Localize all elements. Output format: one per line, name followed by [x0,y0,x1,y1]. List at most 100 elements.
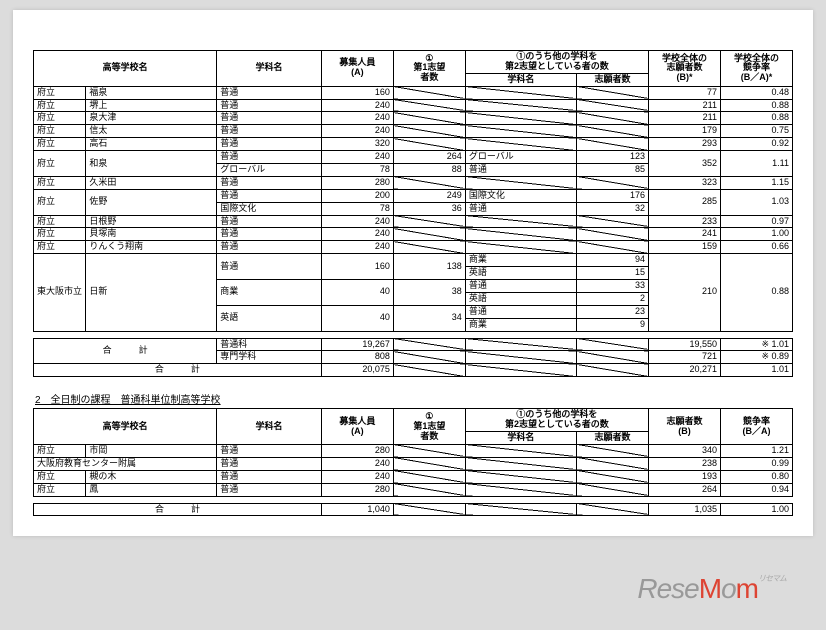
school-name: 堺上 [86,99,217,112]
diagonal-cell [393,457,465,470]
diagonal-cell [577,470,649,483]
school-prefix: 府立 [34,125,86,138]
diagonal-cell [465,470,576,483]
first-choice: 249 [393,189,465,202]
school-name: 日根野 [86,215,217,228]
header-dept-name: 学科名 [217,51,322,87]
header2-second-applicants: 志願者数 [577,432,649,445]
watermark-logo: ReseMomリセマム [637,573,786,605]
dept-name: 普通 [217,457,322,470]
dept-name: 普通 [217,176,322,189]
school-prefix: 府立 [34,444,86,457]
diagonal-cell [465,457,576,470]
table-row: 府立槻の木普通2401930.80 [34,470,793,483]
total-applicants: 211 [649,99,721,112]
school-prefix: 府立 [34,228,86,241]
dept-name: 英語 [217,305,322,331]
diagonal-cell [465,125,576,138]
capacity: 240 [321,215,393,228]
second-app: 85 [577,164,649,177]
second-app: 33 [577,280,649,293]
second-dept: 国際文化 [465,189,576,202]
header2-ratio: 競争率(B／A) [720,409,792,445]
total-applicants: 285 [649,189,721,215]
school-prefix: 府立 [34,470,86,483]
diagonal-cell [465,215,576,228]
table-row: 府立日根野普通2402330.97 [34,215,793,228]
total-applicants: 293 [649,138,721,151]
school-prefix: 府立 [34,151,86,177]
second-app: 2 [577,292,649,305]
ratio: 1.21 [720,444,792,457]
main-application-table: 高等学校名 学科名 募集人員(A) ①第1志望者数 ①のうち他の学科を第2志望と… [33,50,793,332]
header2-second-dept: 学科名 [465,432,576,445]
school-name: 和泉 [86,151,217,177]
dept-name: 普通科 [217,338,322,351]
diagonal-cell [393,125,465,138]
total-applicants: 179 [649,125,721,138]
total-applicants: 77 [649,86,721,99]
capacity: 240 [321,125,393,138]
second-app: 23 [577,305,649,318]
school-name: 大阪府教育センター附属 [34,457,217,470]
diagonal-cell [393,351,465,364]
school-name: 高石 [86,138,217,151]
diagonal-cell [393,503,465,516]
capacity: 240 [321,228,393,241]
diagonal-cell [393,483,465,496]
capacity: 20,075 [321,364,393,377]
second-app: 176 [577,189,649,202]
ratio: 0.88 [720,99,792,112]
second-dept: 商業 [465,318,576,331]
school-prefix: 府立 [34,99,86,112]
total-applicants: 159 [649,241,721,254]
diagonal-cell [577,228,649,241]
diagonal-cell [393,241,465,254]
diagonal-cell [393,99,465,112]
dept-name: 普通 [217,151,322,164]
first-choice: 38 [393,280,465,306]
grand-total-label: 合 計 [34,503,322,516]
school-name: 久米田 [86,176,217,189]
dept-name: 普通 [217,254,322,280]
total-applicants: 210 [649,254,721,331]
totals-table-2: 合 計1,0401,0351.00 [33,503,793,517]
diagonal-cell [393,215,465,228]
total-applicants: 20,271 [649,364,721,377]
diagonal-cell [577,338,649,351]
ratio: 1.11 [720,151,792,177]
school-name: 鳳 [86,483,217,496]
total-applicants: 721 [649,351,721,364]
capacity: 19,267 [321,338,393,351]
capacity: 240 [321,112,393,125]
dept-name: 普通 [217,241,322,254]
dept-name: 普通 [217,99,322,112]
school-name: 泉大津 [86,112,217,125]
table-row: 府立信太普通2401790.75 [34,125,793,138]
table-row: 府立久米田普通2803231.15 [34,176,793,189]
second-app: 32 [577,202,649,215]
diagonal-cell [393,112,465,125]
first-choice: 138 [393,254,465,280]
ratio: 1.01 [720,364,792,377]
diagonal-cell [577,112,649,125]
capacity: 200 [321,189,393,202]
capacity: 320 [321,138,393,151]
dept-name: グローバル [217,164,322,177]
ratio: 0.99 [720,457,792,470]
table-row: 大阪府教育センター附属普通2402380.99 [34,457,793,470]
diagonal-cell [393,176,465,189]
diagonal-cell [465,138,576,151]
capacity: 240 [321,241,393,254]
ratio: ※ 1.01 [720,338,792,351]
total-applicants: 1,035 [649,503,721,516]
school-prefix: 府立 [34,215,86,228]
school-prefix: 東大阪市立 [34,254,86,331]
school-name: 槻の木 [86,470,217,483]
diagonal-cell [577,86,649,99]
school-name: 日新 [86,254,217,331]
diagonal-cell [577,351,649,364]
capacity: 240 [321,99,393,112]
header-school-name: 高等学校名 [34,51,217,87]
dept-name: 普通 [217,112,322,125]
